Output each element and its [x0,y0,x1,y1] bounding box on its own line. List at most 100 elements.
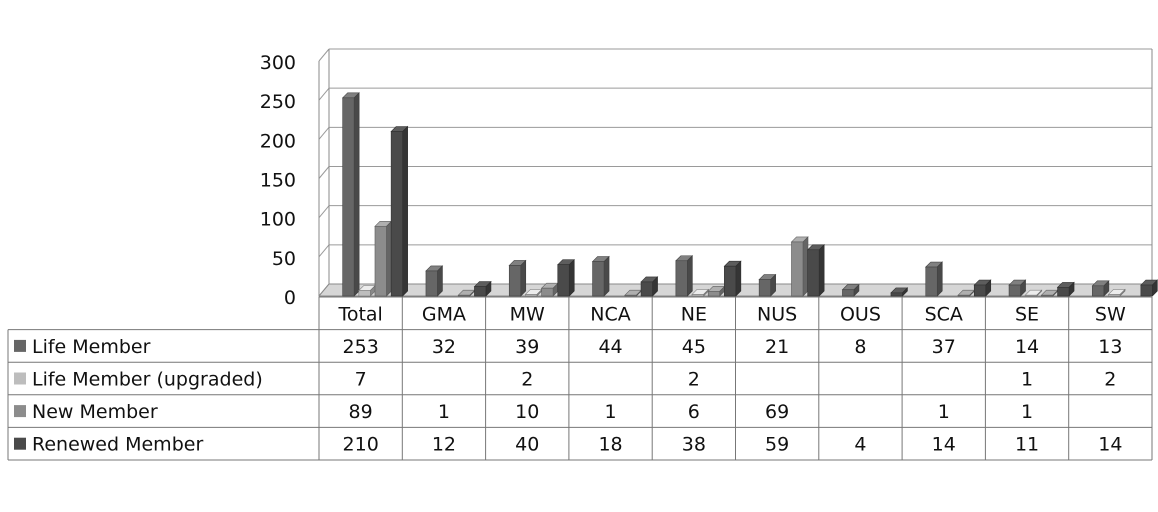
bars [341,92,1158,297]
bar-side [402,125,408,297]
table-cell-value: 44 [598,336,622,358]
bar-front [925,266,938,297]
bar-front [807,249,820,297]
bar [508,259,527,297]
side-wall-gridline [318,127,330,140]
bar-front [390,131,403,297]
table-cell-value: 21 [765,336,789,358]
bar-front [758,279,771,297]
category-label: OUS [840,303,881,325]
bar [1140,279,1158,297]
bar [806,244,825,297]
table-cell-value: 210 [343,434,379,456]
bar-side [936,261,943,297]
table-cell-value: 14 [932,434,956,456]
bar [640,276,659,297]
bar-side [520,259,527,297]
bar [457,289,476,297]
table-cell-value: 45 [682,336,706,358]
y-tick-label: 300 [260,52,296,74]
table-cell-value: 32 [432,336,456,358]
table-cell-value: 12 [432,434,456,456]
bar [957,289,976,297]
y-tick-label: 100 [260,209,296,231]
bar-front [1057,287,1070,297]
bar [723,260,742,297]
category-label: Total [337,303,382,325]
bar [1056,281,1075,297]
bar [691,288,710,297]
table-cell-value: 18 [598,434,622,456]
bar-front [425,270,438,297]
category-label: NCA [590,303,630,325]
bar-front [675,260,688,297]
bar [374,220,393,297]
table-cell-value: 1 [438,401,450,423]
bar-front [791,241,804,297]
gridlines [317,48,1153,297]
table-cell-value: 1 [938,401,950,423]
bar-front [474,286,487,297]
data-table: Total GMA MW NCA NE NUS OUS SCA SE SW Life Member 2… [7,296,1153,461]
legend-entry: Life Member [32,336,151,358]
bar-side [353,92,360,297]
bar-front [374,225,387,297]
table-cell-value: 4 [854,434,866,456]
bar [358,284,377,297]
table-cell-value: 11 [1015,434,1039,456]
bar-side [687,255,693,297]
bar-front [724,265,737,297]
bar [540,282,559,297]
table-cell-value: 10 [515,401,539,423]
table-cell-value: 7 [355,369,367,391]
bar [890,287,909,297]
table-cell-value: 14 [1098,434,1122,456]
side-wall-gridline [318,48,330,62]
bar-front [1024,294,1038,297]
y-axis: 0 50 100 150 200 250 300 [260,52,296,309]
table-cell-value: 2 [521,369,533,391]
table-cell-value: 38 [682,434,706,456]
table-cell-value: 1 [1021,369,1033,391]
bar [390,125,409,297]
table-cell-value: 1 [605,401,617,423]
bar-front [525,294,538,297]
category-label: GMA [422,303,466,325]
table-cell-value: 8 [854,336,866,358]
category-label: SCA [925,303,963,325]
bar-front [1092,285,1105,297]
category-label: NUS [757,303,797,325]
bar [1107,288,1126,297]
legend-entry: Life Member (upgraded) [32,369,263,391]
bar [675,255,694,297]
bar-front [890,292,903,297]
table-cell-value: 2 [688,369,700,391]
bar-front [1108,294,1121,297]
bar [524,288,543,297]
bar-side [603,255,610,297]
table-cell-value: 253 [343,336,379,358]
bar [425,265,444,297]
bar [473,280,492,297]
bar-front [957,294,970,297]
side-wall-gridline [318,87,330,101]
table-cell-value: 69 [765,401,789,423]
bar-side [568,258,575,297]
legend-swatch [14,339,26,352]
bar-side [818,244,825,297]
bar [841,284,860,297]
legend-swatch [14,372,26,385]
bar [1091,280,1110,297]
bar-front [342,97,355,297]
table-cell-value: 6 [688,401,700,423]
y-tick-label: 250 [260,91,296,113]
side-wall-gridline [318,244,330,258]
bar-side [437,265,443,297]
bar-front [707,290,720,297]
bar-side [735,260,742,297]
bar-side [386,220,392,297]
bar-front [624,294,637,297]
category-label: NE [681,303,707,325]
table-cell-value: 89 [349,401,373,423]
